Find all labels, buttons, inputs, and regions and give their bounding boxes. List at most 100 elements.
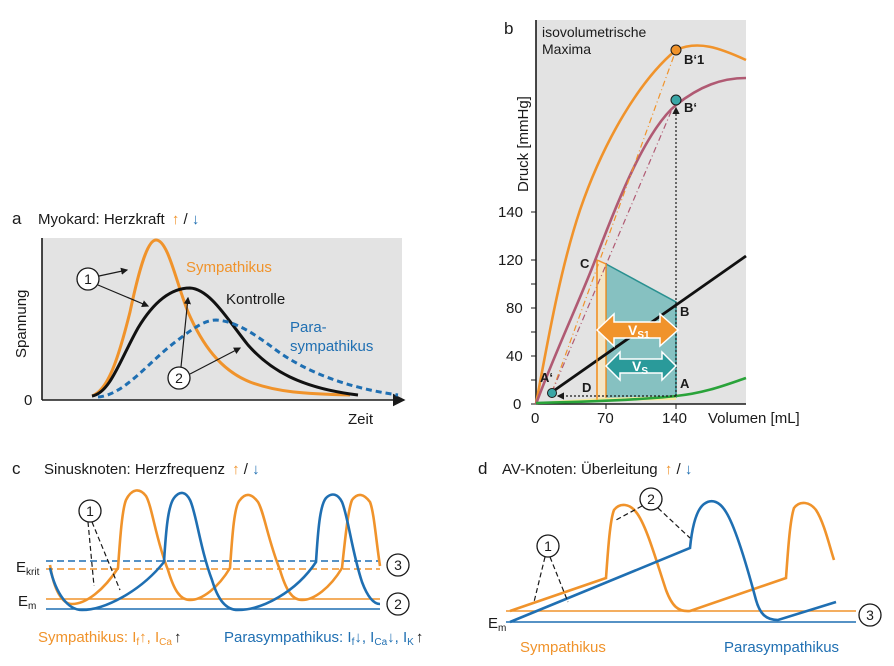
panel-a-label-control: Kontrolle — [226, 291, 285, 308]
x-tick-label-70: 70 — [597, 410, 614, 427]
c-footer-para-a: Parasympathikus: I — [224, 629, 352, 646]
panel-d-up-arrow: ↑ — [665, 461, 673, 478]
panel-d-title-text: AV-Knoten: Überleitung — [502, 460, 658, 478]
vs1-label-main: V — [628, 322, 638, 338]
vs1-label-sub: S1 — [637, 330, 650, 341]
panel-c-letter: c — [12, 459, 21, 478]
panel-a-title: Myokard: Herzkraft ↑ / ↓ — [38, 211, 199, 228]
panel-b-corner-text-1: isovolumetrische — [542, 24, 646, 40]
panel-a-y-label: Spannung — [13, 290, 30, 358]
point-a-prime-label: A‘ — [540, 370, 553, 385]
panel-c-marker-2-label: 2 — [394, 596, 402, 612]
panel-a-label-para-line2: sympathikus — [290, 338, 373, 355]
panel-c-up-arrow: ↑ — [232, 461, 240, 478]
panel-d-marker-2-label: 2 — [647, 491, 655, 507]
point-d-label: D — [582, 380, 591, 395]
point-b-prime-dot — [670, 94, 682, 106]
panel-a-label-para-line1: Para- — [290, 319, 327, 336]
vs-label: VS — [632, 358, 648, 377]
c-dash-1b — [91, 521, 121, 591]
e-krit-sub: krit — [26, 567, 40, 578]
y-tick-label-40: 40 — [506, 348, 523, 365]
control-tension-curve — [91, 286, 359, 398]
vs-double-arrow: VS — [604, 350, 678, 382]
c-footer-symp-c: ↑ — [174, 629, 182, 646]
panel-a-letter: a — [12, 209, 22, 228]
panel-a-x-label: Zeit — [348, 411, 374, 428]
panel-d-marker-1: 1 — [536, 534, 560, 558]
panel-c-title-text: Sinusknoten: Herzfrequenz — [44, 461, 225, 478]
e-m-label-c: Em — [18, 593, 36, 612]
e-m-sub-c: m — [28, 601, 36, 612]
dashdot-a-to-b1 — [551, 49, 677, 393]
panel-a-marker-1-label: 1 — [84, 271, 92, 287]
panel-a-plot-area — [42, 238, 402, 400]
d-sympathetic-av-trace — [509, 501, 836, 613]
c-footer-sympathetic: Sympathikus: If↑, ICa ↑ — [38, 629, 181, 648]
c-dash-1a — [87, 521, 95, 587]
point-b-prime1-label: B‘1 — [684, 52, 704, 67]
c-footer-parasympathetic: Parasympathikus: If↓, ICa↓, IK ↑ — [224, 629, 423, 648]
panel-a-y-zero: 0 — [24, 392, 32, 409]
panel-a-arrow-2a — [180, 296, 191, 368]
panel-a: a Myokard: Herzkraft ↑ / ↓ Spannung 0 Ze… — [12, 209, 406, 428]
d-dash-1b — [549, 556, 569, 603]
panel-a-title-sep: / — [184, 211, 189, 228]
e-krit-main: E — [16, 559, 26, 576]
x-tick-label-0: 0 — [531, 410, 539, 427]
c-footer-symp-a: Sympathikus: I — [38, 629, 136, 646]
isovol-max-curve-sympathetic — [534, 44, 747, 405]
panel-a-arrow-2b — [189, 347, 242, 375]
panel-b-y-label: Druck [mmHg] — [515, 96, 532, 192]
panel-d-marker-3: 3 — [858, 603, 882, 627]
point-b-prime-label: B‘ — [684, 100, 697, 115]
panel-d-title-sep: / — [677, 461, 682, 478]
panel-a-label-sympathetic: Sympathikus — [186, 259, 272, 276]
c-footer-symp-sub2: Ca — [159, 637, 172, 648]
e-m-main-c: E — [18, 593, 28, 610]
d-dash-2b — [657, 507, 691, 539]
c-footer-para-sub3: K — [407, 637, 414, 648]
panel-a-arrow-1b — [97, 284, 150, 307]
d-parasympathetic-av-trace — [509, 499, 837, 624]
panel-c-title: Sinusknoten: Herzfrequenz ↑ / ↓ — [44, 461, 260, 478]
panel-a-up-arrow: ↑ — [172, 211, 180, 228]
panel-c-marker-1-label: 1 — [86, 503, 94, 519]
y-tick-label-140: 140 — [498, 204, 523, 221]
x-tick-label-140: 140 — [662, 410, 687, 427]
vs-label-sub: S — [641, 366, 648, 377]
dashdot-a-to-b — [551, 99, 677, 393]
c-footer-para-sub1: f — [352, 637, 355, 648]
e-m-label-d: Em — [488, 615, 506, 634]
panel-d-marker-3-label: 3 — [866, 607, 874, 623]
panel-a-down-arrow: ↓ — [192, 211, 200, 228]
panel-d-letter: d — [478, 459, 487, 478]
c-footer-para-sub2: Ca — [374, 637, 387, 648]
c-parasympathetic-pacemaker-trace — [48, 491, 381, 612]
panel-a-marker-1: 1 — [76, 267, 100, 291]
c-footer-symp-sub1: f — [136, 637, 139, 648]
point-b-prime1-dot — [670, 44, 682, 56]
panel-a-arrow-1a — [98, 267, 129, 277]
point-c-label: C — [580, 256, 590, 271]
panel-c-down-arrow: ↓ — [252, 461, 260, 478]
d-dash-1a — [533, 556, 546, 603]
panel-c-marker-2: 2 — [386, 592, 410, 616]
y-tick-label-0: 0 — [513, 396, 521, 413]
d-dash-2a — [615, 505, 643, 521]
point-a-label: A — [680, 376, 690, 391]
y-tick-label-120: 120 — [498, 252, 523, 269]
d-label-sympathetic: Sympathikus — [520, 639, 606, 656]
vs-label-main: V — [632, 358, 642, 374]
panel-b: b isovolumetrische Maxima Druck [mmHg] V… — [498, 19, 800, 427]
c-footer-para-d: ↑ — [416, 629, 424, 646]
e-m-sub-d: m — [498, 623, 506, 634]
panel-d: d AV-Knoten: Überleitung ↑ / ↓ Em 1 2 3 — [478, 459, 882, 656]
panel-b-corner-text-2: Maxima — [542, 41, 591, 57]
panel-a-marker-2: 2 — [167, 366, 191, 390]
c-footer-symp-b: ↑, I — [139, 629, 159, 646]
panel-a-title-text: Myokard: Herzkraft — [38, 211, 166, 228]
panel-b-letter: b — [504, 19, 513, 38]
panel-d-down-arrow: ↓ — [685, 461, 693, 478]
